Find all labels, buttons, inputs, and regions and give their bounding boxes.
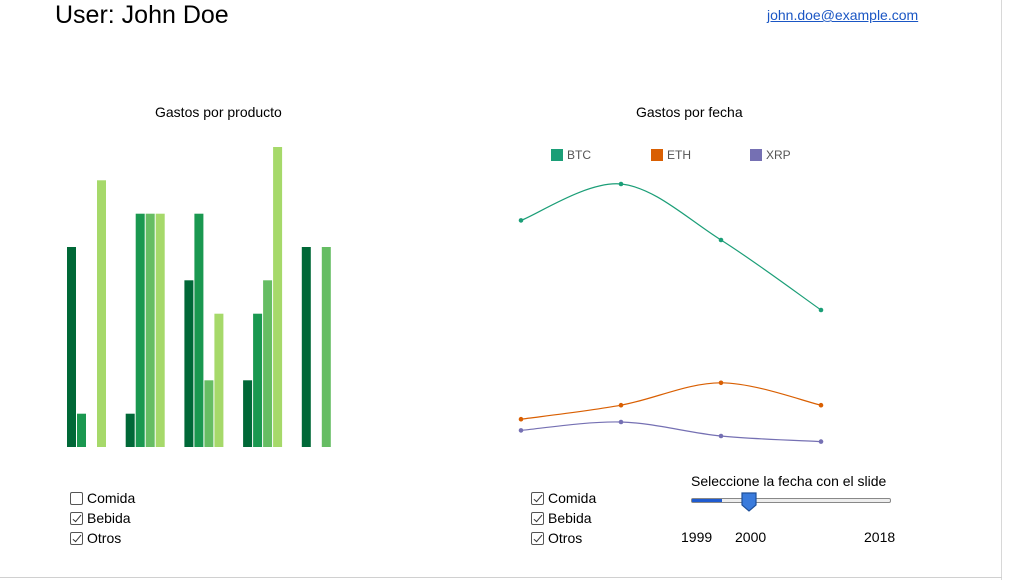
bar	[301, 247, 311, 447]
email-link[interactable]: john.doe@example.com	[767, 7, 919, 23]
filter-bebida-right[interactable]: Bebida	[531, 508, 596, 528]
slider-max-year: 2018	[864, 529, 896, 545]
series-line-xrp	[520, 421, 822, 443]
bar	[155, 213, 165, 447]
filter-otros-left[interactable]: Otros	[70, 528, 135, 548]
legend-swatch-xrp	[750, 149, 762, 161]
slider-min-year: 1999	[681, 529, 713, 545]
bar	[125, 413, 135, 447]
bar	[145, 213, 155, 447]
date-slider-fill	[692, 499, 723, 502]
filter-comida-left[interactable]: Comida	[70, 488, 135, 508]
bar	[204, 380, 214, 447]
date-filter-group: Comida Bebida Otros	[531, 488, 596, 548]
filter-label: Comida	[87, 490, 136, 506]
data-point-xrp	[518, 428, 524, 433]
series-line-btc	[520, 183, 822, 311]
bar	[97, 180, 106, 448]
legend-item-eth: ETH	[651, 148, 691, 162]
product-chart-title: Gastos por producto	[155, 104, 282, 120]
filter-bebida-left[interactable]: Bebida	[70, 508, 135, 528]
series-line-eth	[520, 382, 822, 420]
filter-label: Bebida	[548, 510, 592, 526]
filter-label: Comida	[548, 490, 597, 506]
checkbox-bebida-right[interactable]	[531, 511, 544, 525]
bar	[135, 213, 145, 447]
bar	[321, 247, 331, 447]
legend-label-eth: ETH	[667, 148, 691, 162]
legend-label-btc: BTC	[567, 148, 591, 162]
data-point-eth	[618, 402, 624, 408]
window-right-border	[1001, 0, 1002, 580]
filter-label: Bebida	[87, 510, 131, 526]
data-point-btc	[518, 218, 524, 223]
legend-item-xrp: XRP	[750, 148, 791, 162]
data-point-eth	[818, 402, 824, 408]
data-point-btc	[618, 181, 624, 187]
bar	[194, 213, 204, 447]
data-point-btc	[718, 237, 724, 243]
bar	[243, 380, 253, 447]
legend-label-xrp: XRP	[766, 148, 791, 162]
checkbox-otros-left[interactable]	[70, 531, 83, 545]
product-filter-group: Comida Bebida Otros	[70, 488, 135, 548]
data-point-xrp	[718, 433, 724, 439]
slider-label: Seleccione la fecha con el slide	[691, 473, 887, 489]
bar	[214, 313, 224, 447]
date-chart-title: Gastos por fecha	[636, 104, 743, 120]
window-bottom-border	[0, 577, 1002, 578]
user-title: User: John Doe	[55, 1, 229, 29]
filter-label: Otros	[548, 530, 583, 546]
legend-item-btc: BTC	[551, 148, 591, 162]
data-point-eth	[518, 416, 524, 422]
date-slider-track[interactable]	[691, 498, 891, 503]
checkbox-comida-right[interactable]	[531, 491, 544, 505]
checkbox-otros-right[interactable]	[531, 531, 544, 545]
filter-label: Otros	[87, 530, 122, 546]
checkbox-bebida-left[interactable]	[70, 511, 83, 525]
data-point-btc	[818, 307, 824, 313]
filter-comida-right[interactable]: Comida	[531, 488, 596, 508]
data-point-xrp	[618, 419, 624, 425]
legend-swatch-eth	[651, 149, 663, 161]
bar	[273, 147, 283, 447]
data-point-xrp	[818, 439, 824, 444]
bar	[77, 413, 86, 447]
bar	[253, 313, 263, 447]
filter-otros-right[interactable]: Otros	[531, 528, 596, 548]
slider-selected-year: 2000	[735, 529, 767, 545]
checkbox-comida-left[interactable]	[70, 491, 83, 505]
bar	[263, 280, 273, 447]
bar	[184, 280, 194, 447]
legend-swatch-btc	[551, 149, 563, 161]
bar	[67, 247, 76, 447]
data-point-eth	[718, 380, 724, 386]
date-slider-thumb[interactable]	[740, 492, 758, 512]
